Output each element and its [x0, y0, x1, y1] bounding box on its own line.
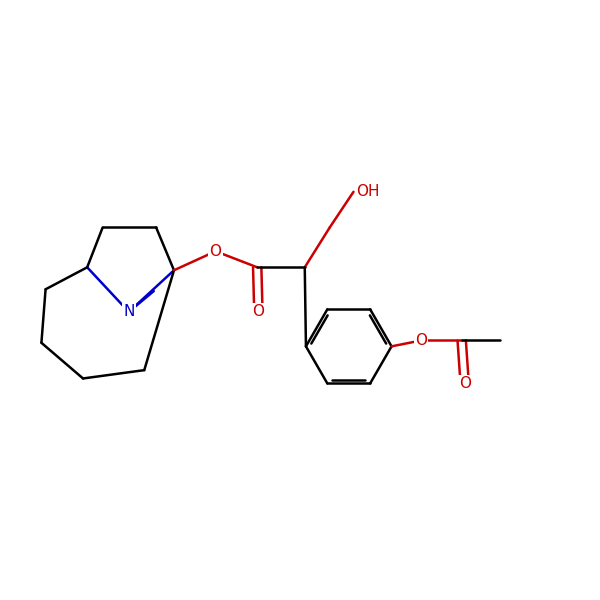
Text: OH: OH [356, 184, 380, 199]
Text: O: O [458, 376, 470, 391]
Text: O: O [253, 304, 265, 319]
Text: O: O [209, 244, 221, 259]
Text: O: O [415, 333, 427, 348]
Text: N: N [123, 304, 134, 319]
